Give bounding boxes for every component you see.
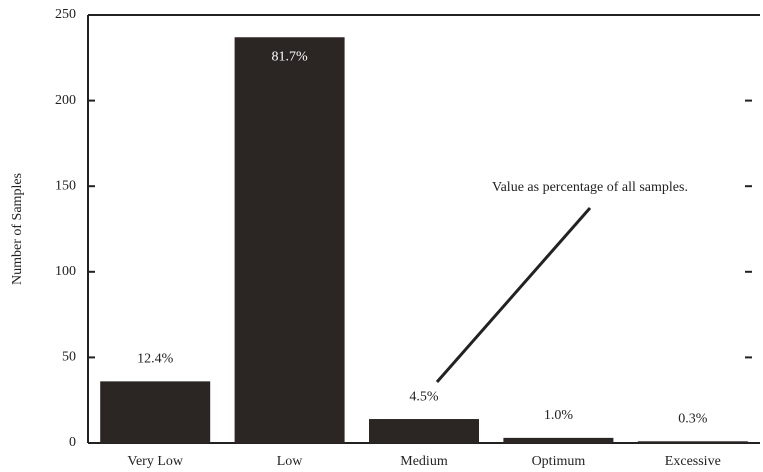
percent-label: 0.3% [678,412,708,427]
y-tick-label: 50 [62,350,76,365]
x-tick-label: Excessive [665,454,721,469]
bar [503,437,614,443]
percent-label: 4.5% [409,389,439,404]
percent-label: 12.4% [137,352,174,367]
y-tick-label: 0 [69,435,76,450]
bar [234,37,345,443]
x-tick-label: Very Low [127,454,183,469]
percent-label: 1.0% [544,408,574,423]
x-tick-label: Optimum [532,454,586,469]
y-tick-label: 150 [55,178,76,193]
y-tick-label: 200 [55,93,76,108]
percent-label: 81.7% [272,49,309,64]
bar [100,381,211,443]
y-tick-label: 250 [55,7,76,22]
x-tick-label: Medium [400,454,448,469]
x-tick-label: Low [277,454,304,469]
bar [369,419,479,443]
y-tick-label: 100 [55,264,76,279]
y-axis-label: Number of Samples [10,173,25,285]
bar [637,441,748,443]
annotation: Value as percentage of all samples. [492,180,688,195]
annotation-pointer [435,207,592,383]
